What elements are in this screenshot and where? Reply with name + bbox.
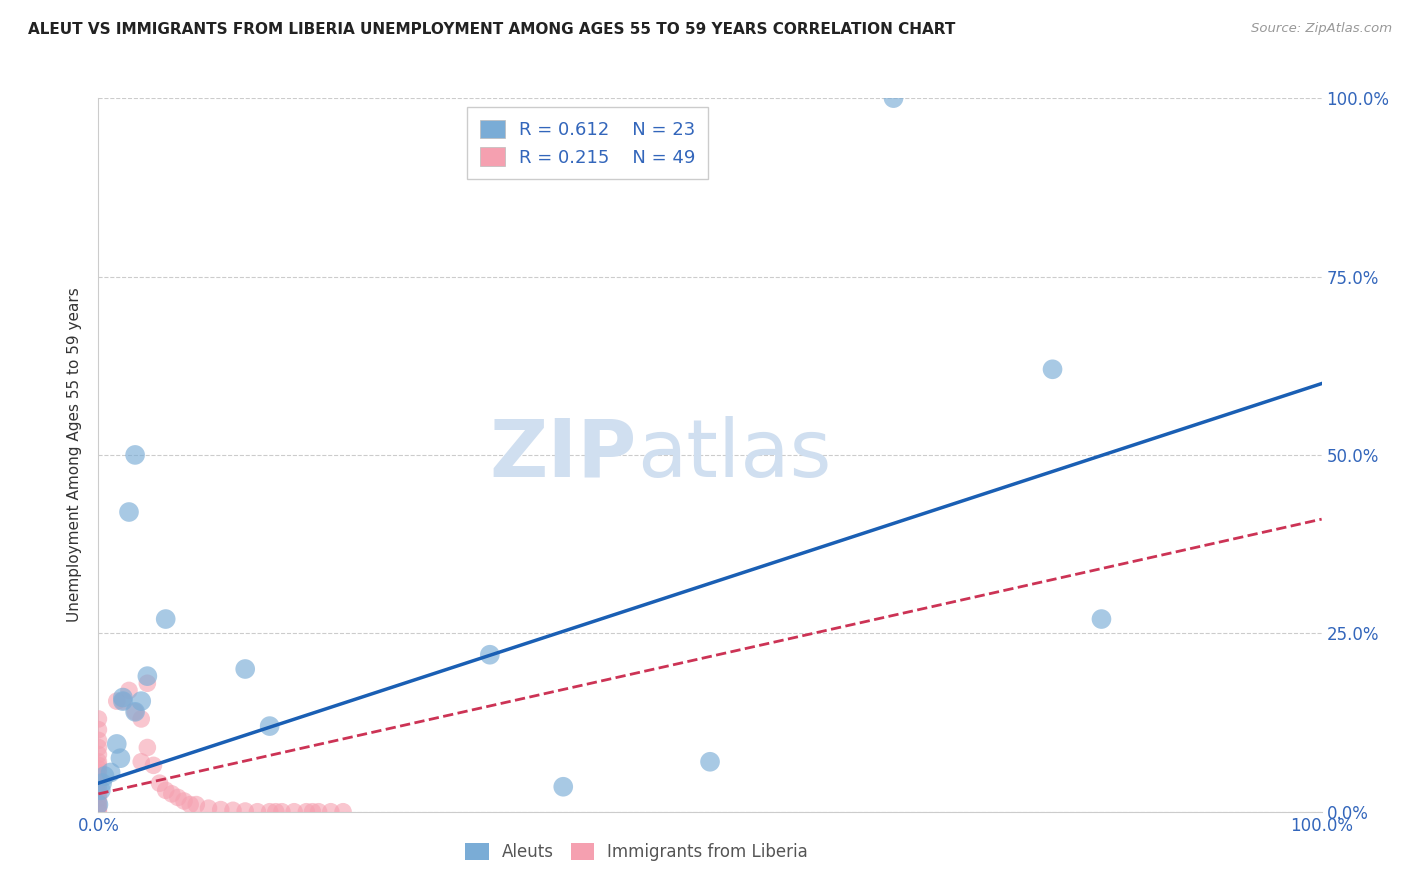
Point bbox=[883, 91, 905, 105]
Point bbox=[136, 676, 159, 690]
Point bbox=[91, 776, 114, 790]
Point bbox=[87, 796, 110, 810]
Y-axis label: Unemployment Among Ages 55 to 59 years: Unemployment Among Ages 55 to 59 years bbox=[67, 287, 83, 623]
Point bbox=[149, 776, 172, 790]
Point bbox=[259, 719, 281, 733]
Point bbox=[87, 792, 110, 806]
Point bbox=[124, 705, 146, 719]
Point bbox=[87, 740, 110, 755]
Point bbox=[100, 765, 122, 780]
Point bbox=[301, 805, 323, 819]
Text: atlas: atlas bbox=[637, 416, 831, 494]
Point bbox=[87, 778, 110, 792]
Point bbox=[155, 612, 177, 626]
Point bbox=[209, 803, 232, 817]
Legend: Aleuts, Immigrants from Liberia: Aleuts, Immigrants from Liberia bbox=[458, 836, 814, 868]
Point bbox=[246, 805, 269, 819]
Point bbox=[105, 737, 128, 751]
Point bbox=[90, 783, 112, 797]
Point bbox=[295, 805, 318, 819]
Point bbox=[173, 794, 195, 808]
Point bbox=[129, 712, 152, 726]
Point bbox=[87, 797, 110, 812]
Text: ALEUT VS IMMIGRANTS FROM LIBERIA UNEMPLOYMENT AMONG AGES 55 TO 59 YEARS CORRELAT: ALEUT VS IMMIGRANTS FROM LIBERIA UNEMPLO… bbox=[28, 22, 956, 37]
Point bbox=[129, 755, 152, 769]
Point bbox=[264, 805, 287, 819]
Point bbox=[222, 803, 245, 817]
Point bbox=[87, 758, 110, 772]
Point bbox=[87, 733, 110, 747]
Point bbox=[93, 769, 115, 783]
Point bbox=[87, 712, 110, 726]
Point bbox=[124, 448, 146, 462]
Point bbox=[118, 683, 141, 698]
Point bbox=[87, 783, 110, 797]
Point bbox=[129, 694, 152, 708]
Point bbox=[87, 723, 110, 737]
Point bbox=[87, 802, 110, 816]
Point bbox=[283, 805, 305, 819]
Point bbox=[111, 694, 134, 708]
Point bbox=[87, 774, 110, 789]
Point bbox=[136, 740, 159, 755]
Point bbox=[259, 805, 281, 819]
Point bbox=[155, 783, 177, 797]
Point bbox=[111, 690, 134, 705]
Point bbox=[319, 805, 342, 819]
Point bbox=[553, 780, 575, 794]
Point bbox=[270, 805, 294, 819]
Point bbox=[1042, 362, 1064, 376]
Point bbox=[111, 694, 134, 708]
Point bbox=[142, 758, 165, 772]
Point bbox=[118, 505, 141, 519]
Point bbox=[87, 799, 110, 814]
Text: ZIP: ZIP bbox=[489, 416, 637, 494]
Point bbox=[87, 771, 110, 785]
Point bbox=[167, 790, 190, 805]
Point bbox=[124, 705, 146, 719]
Point bbox=[308, 805, 330, 819]
Point bbox=[110, 751, 132, 765]
Text: Source: ZipAtlas.com: Source: ZipAtlas.com bbox=[1251, 22, 1392, 36]
Point bbox=[699, 755, 721, 769]
Point bbox=[105, 694, 128, 708]
Point bbox=[87, 788, 110, 802]
Point bbox=[87, 765, 110, 780]
Point bbox=[478, 648, 501, 662]
Point bbox=[186, 797, 208, 812]
Point bbox=[197, 801, 219, 815]
Point bbox=[233, 804, 256, 818]
Point bbox=[233, 662, 256, 676]
Point bbox=[332, 805, 354, 819]
Point bbox=[179, 797, 201, 812]
Point bbox=[1090, 612, 1112, 626]
Point bbox=[87, 755, 110, 769]
Point bbox=[136, 669, 159, 683]
Point bbox=[87, 762, 110, 776]
Point bbox=[87, 805, 110, 819]
Point bbox=[87, 747, 110, 762]
Point bbox=[160, 787, 183, 801]
